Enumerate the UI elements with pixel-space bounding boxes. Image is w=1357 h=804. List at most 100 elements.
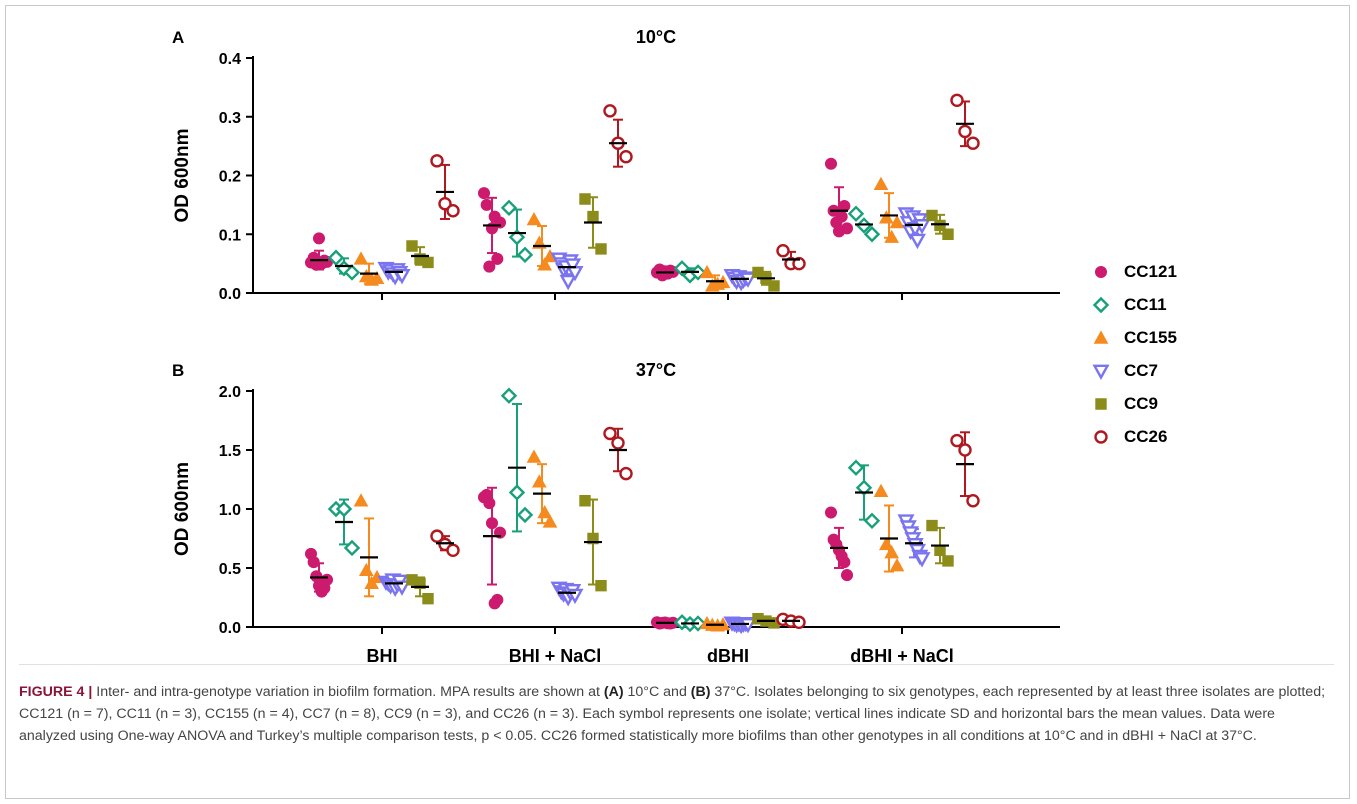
data-point [926, 519, 938, 532]
data-point [353, 493, 369, 507]
data-point [840, 222, 854, 235]
data-point [835, 210, 848, 223]
data-point [595, 580, 607, 592]
data-point [863, 226, 881, 243]
data-point [531, 474, 547, 488]
figure-frame [5, 5, 1350, 799]
data-point [485, 517, 499, 530]
data-point [446, 543, 460, 558]
data-point [526, 449, 542, 463]
data-point [422, 256, 434, 269]
data-point [491, 252, 504, 265]
legend-marker-icon [1092, 364, 1110, 380]
data-point [542, 514, 558, 528]
legend-marker-icon [1095, 397, 1107, 410]
data-point [307, 556, 320, 569]
legend-marker-icon [1092, 296, 1110, 313]
data-point [889, 558, 905, 572]
caption-panel-a: (A) [603, 684, 624, 700]
panel-title: 10°C [636, 27, 676, 47]
data-point [595, 243, 607, 255]
x-category-label: BHI [367, 646, 398, 666]
data-point [483, 497, 496, 510]
caption-text-1: Inter- and intra-genotype variation in b… [92, 684, 604, 700]
data-point [480, 198, 493, 211]
data-point [500, 199, 518, 217]
data-point [312, 232, 326, 245]
data-point [358, 562, 374, 577]
panel-label: A [172, 28, 184, 47]
x-category-label: BHI + NaCl [509, 646, 602, 666]
data-point [913, 219, 931, 235]
data-point [422, 592, 434, 605]
caption-text-3: 37°C. Isolates belonging to six genotype… [19, 684, 1326, 744]
data-point [838, 556, 851, 569]
data-point [430, 529, 444, 543]
legend-label: CC121 [1124, 261, 1177, 281]
data-point [483, 260, 496, 273]
data-point [739, 618, 757, 634]
data-point [847, 205, 865, 222]
data-point [966, 494, 980, 508]
data-point [942, 228, 954, 240]
legend-label: CC11 [1124, 294, 1167, 314]
data-point [430, 154, 444, 168]
data-point [958, 124, 972, 139]
legend-label: CC9 [1124, 393, 1159, 413]
data-point [559, 274, 577, 291]
data-point [619, 466, 633, 481]
y-tick-label: 0.2 [219, 169, 241, 186]
data-point [699, 264, 715, 279]
data-point [393, 580, 411, 596]
data-point [537, 505, 553, 519]
data-point [587, 210, 599, 223]
data-point [855, 479, 873, 496]
data-point [516, 246, 534, 264]
x-category-label: dBHI + NaCl [850, 646, 954, 666]
data-point [792, 615, 806, 630]
caption-divider [19, 664, 1334, 665]
data-point [840, 569, 854, 582]
data-point [950, 433, 964, 448]
data-point [942, 555, 954, 567]
y-tick-label: 1.0 [219, 502, 241, 519]
figure-label: FIGURE 4 | [19, 684, 93, 700]
data-point [579, 495, 591, 507]
data-point [926, 209, 938, 222]
data-point [343, 539, 361, 557]
data-point [908, 233, 926, 250]
panel-title: 37°C [636, 360, 676, 380]
data-point [477, 187, 491, 200]
legend-item: CC121 [1090, 255, 1177, 288]
legend-label: CC26 [1124, 426, 1168, 446]
y-tick-label: 0.4 [219, 51, 241, 68]
data-point [873, 483, 889, 497]
data-point [884, 545, 900, 559]
data-point [320, 573, 334, 586]
caption-panel-b: (B) [690, 684, 711, 700]
chart-legend: CC121 CC11 CC155 CC7 CC9 CC26 [1090, 255, 1177, 453]
legend-item: CC7 [1090, 354, 1177, 387]
data-point [824, 506, 838, 519]
data-point [603, 426, 617, 441]
data-point [500, 387, 518, 404]
data-point [564, 258, 582, 274]
data-point [847, 459, 865, 476]
y-tick-label: 0.0 [219, 620, 241, 637]
data-point [619, 149, 633, 164]
data-point [537, 257, 553, 271]
data-point [369, 270, 385, 285]
data-point [491, 593, 504, 606]
data-point [603, 104, 617, 118]
data-point [768, 280, 780, 292]
caption-text-2: 10°C and [623, 684, 691, 700]
data-point [335, 500, 353, 518]
data-point [913, 552, 931, 568]
data-point [393, 268, 411, 285]
y-axis-label: OD 600nm [172, 129, 193, 223]
data-point [579, 193, 591, 205]
y-tick-label: 0.0 [219, 286, 241, 303]
legend-item: CC9 [1090, 387, 1177, 420]
legend-item: CC11 [1090, 288, 1177, 321]
data-point [526, 212, 542, 226]
